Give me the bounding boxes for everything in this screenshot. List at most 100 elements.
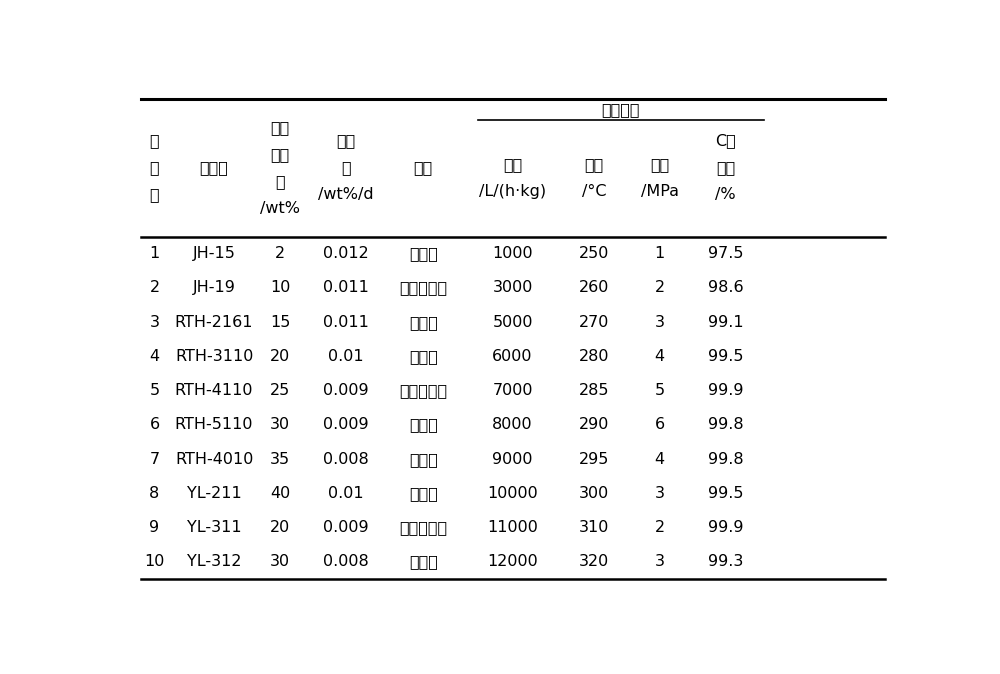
Text: 99.8: 99.8 bbox=[708, 417, 743, 433]
Text: 例: 例 bbox=[150, 187, 159, 202]
Text: 20: 20 bbox=[270, 349, 290, 364]
Text: 3000: 3000 bbox=[492, 280, 533, 295]
Text: 0.009: 0.009 bbox=[323, 520, 369, 535]
Text: 270: 270 bbox=[579, 315, 609, 330]
Text: 6: 6 bbox=[655, 417, 665, 433]
Text: 2: 2 bbox=[149, 280, 160, 295]
Text: 磨损: 磨损 bbox=[336, 133, 356, 148]
Text: 5000: 5000 bbox=[492, 315, 533, 330]
Text: YL-211: YL-211 bbox=[187, 486, 242, 501]
Text: 0.009: 0.009 bbox=[323, 384, 369, 398]
Text: 4: 4 bbox=[655, 349, 665, 364]
Text: 310: 310 bbox=[579, 520, 609, 535]
Text: /%: /% bbox=[715, 187, 736, 202]
Text: 99.3: 99.3 bbox=[708, 555, 743, 570]
Text: /wt%: /wt% bbox=[260, 201, 300, 216]
Text: 5: 5 bbox=[149, 384, 160, 398]
Text: 0.01: 0.01 bbox=[328, 349, 364, 364]
Text: 3: 3 bbox=[149, 315, 159, 330]
Text: 3: 3 bbox=[655, 555, 665, 570]
Text: 化率: 化率 bbox=[716, 160, 735, 175]
Text: 5: 5 bbox=[655, 384, 665, 398]
Text: 施: 施 bbox=[150, 160, 159, 175]
Text: RTH-4110: RTH-4110 bbox=[175, 384, 253, 398]
Text: 石脑油: 石脑油 bbox=[409, 417, 438, 433]
Text: 15: 15 bbox=[270, 315, 290, 330]
Text: 石蜡烃: 石蜡烃 bbox=[409, 349, 438, 364]
Text: 温度: 温度 bbox=[584, 157, 604, 172]
Text: 石脑油: 石脑油 bbox=[409, 315, 438, 330]
Text: 290: 290 bbox=[579, 417, 609, 433]
Text: 0.011: 0.011 bbox=[323, 280, 369, 295]
Text: 98.6: 98.6 bbox=[708, 280, 743, 295]
Text: 反应条件: 反应条件 bbox=[602, 102, 640, 117]
Text: 0.008: 0.008 bbox=[323, 555, 369, 570]
Text: RTH-4010: RTH-4010 bbox=[175, 452, 253, 466]
Text: RTH-2161: RTH-2161 bbox=[175, 315, 253, 330]
Text: 0.009: 0.009 bbox=[323, 417, 369, 433]
Text: YL-311: YL-311 bbox=[187, 520, 241, 535]
Text: /L/(h·kg): /L/(h·kg) bbox=[479, 184, 546, 200]
Text: 实: 实 bbox=[150, 133, 159, 148]
Text: 250: 250 bbox=[579, 246, 609, 262]
Text: 1: 1 bbox=[655, 246, 665, 262]
Text: /°C: /°C bbox=[582, 184, 606, 200]
Text: 4: 4 bbox=[149, 349, 160, 364]
Text: 10: 10 bbox=[144, 555, 165, 570]
Text: 99.1: 99.1 bbox=[708, 315, 743, 330]
Text: JH-19: JH-19 bbox=[193, 280, 236, 295]
Text: 99.5: 99.5 bbox=[708, 349, 743, 364]
Text: 10000: 10000 bbox=[487, 486, 538, 501]
Text: 1: 1 bbox=[149, 246, 160, 262]
Text: JH-15: JH-15 bbox=[193, 246, 236, 262]
Text: 催化: 催化 bbox=[270, 120, 290, 135]
Text: 0.01: 0.01 bbox=[328, 486, 364, 501]
Text: 9000: 9000 bbox=[492, 452, 533, 466]
Text: 7000: 7000 bbox=[492, 384, 533, 398]
Text: 石蜡烃: 石蜡烃 bbox=[409, 452, 438, 466]
Text: 295: 295 bbox=[579, 452, 609, 466]
Text: 99.9: 99.9 bbox=[708, 384, 743, 398]
Text: 催化剂: 催化剂 bbox=[200, 160, 229, 175]
Text: 8: 8 bbox=[149, 486, 160, 501]
Text: 30: 30 bbox=[270, 555, 290, 570]
Text: 2: 2 bbox=[275, 246, 285, 262]
Text: 3: 3 bbox=[655, 315, 665, 330]
Text: 99.5: 99.5 bbox=[708, 486, 743, 501]
Text: 300: 300 bbox=[579, 486, 609, 501]
Text: 氢化三联苯: 氢化三联苯 bbox=[399, 280, 447, 295]
Text: 7: 7 bbox=[149, 452, 160, 466]
Text: 260: 260 bbox=[579, 280, 609, 295]
Text: 空速: 空速 bbox=[503, 157, 522, 172]
Text: 6000: 6000 bbox=[492, 349, 533, 364]
Text: 10: 10 bbox=[270, 280, 290, 295]
Text: 石脑油: 石脑油 bbox=[409, 555, 438, 570]
Text: 6: 6 bbox=[149, 417, 160, 433]
Text: 25: 25 bbox=[270, 384, 290, 398]
Text: 11000: 11000 bbox=[487, 520, 538, 535]
Text: 石蜡烃: 石蜡烃 bbox=[409, 486, 438, 501]
Text: 20: 20 bbox=[270, 520, 290, 535]
Text: 35: 35 bbox=[270, 452, 290, 466]
Text: 氢化三联苯: 氢化三联苯 bbox=[399, 520, 447, 535]
Text: 氢化三联苯: 氢化三联苯 bbox=[399, 384, 447, 398]
Text: 溶剂: 溶剂 bbox=[414, 160, 433, 175]
Text: 97.5: 97.5 bbox=[708, 246, 743, 262]
Text: 0.012: 0.012 bbox=[323, 246, 369, 262]
Text: RTH-5110: RTH-5110 bbox=[175, 417, 253, 433]
Text: 率: 率 bbox=[341, 160, 351, 175]
Text: 285: 285 bbox=[579, 384, 609, 398]
Text: 压力: 压力 bbox=[650, 157, 669, 172]
Text: C转: C转 bbox=[715, 133, 736, 148]
Text: 剂浓: 剂浓 bbox=[270, 147, 290, 162]
Text: /wt%/d: /wt%/d bbox=[318, 187, 374, 202]
Text: 9: 9 bbox=[149, 520, 160, 535]
Text: 2: 2 bbox=[655, 280, 665, 295]
Text: 3: 3 bbox=[655, 486, 665, 501]
Text: 2: 2 bbox=[655, 520, 665, 535]
Text: 8000: 8000 bbox=[492, 417, 533, 433]
Text: 320: 320 bbox=[579, 555, 609, 570]
Text: 280: 280 bbox=[579, 349, 609, 364]
Text: 12000: 12000 bbox=[487, 555, 538, 570]
Text: 4: 4 bbox=[655, 452, 665, 466]
